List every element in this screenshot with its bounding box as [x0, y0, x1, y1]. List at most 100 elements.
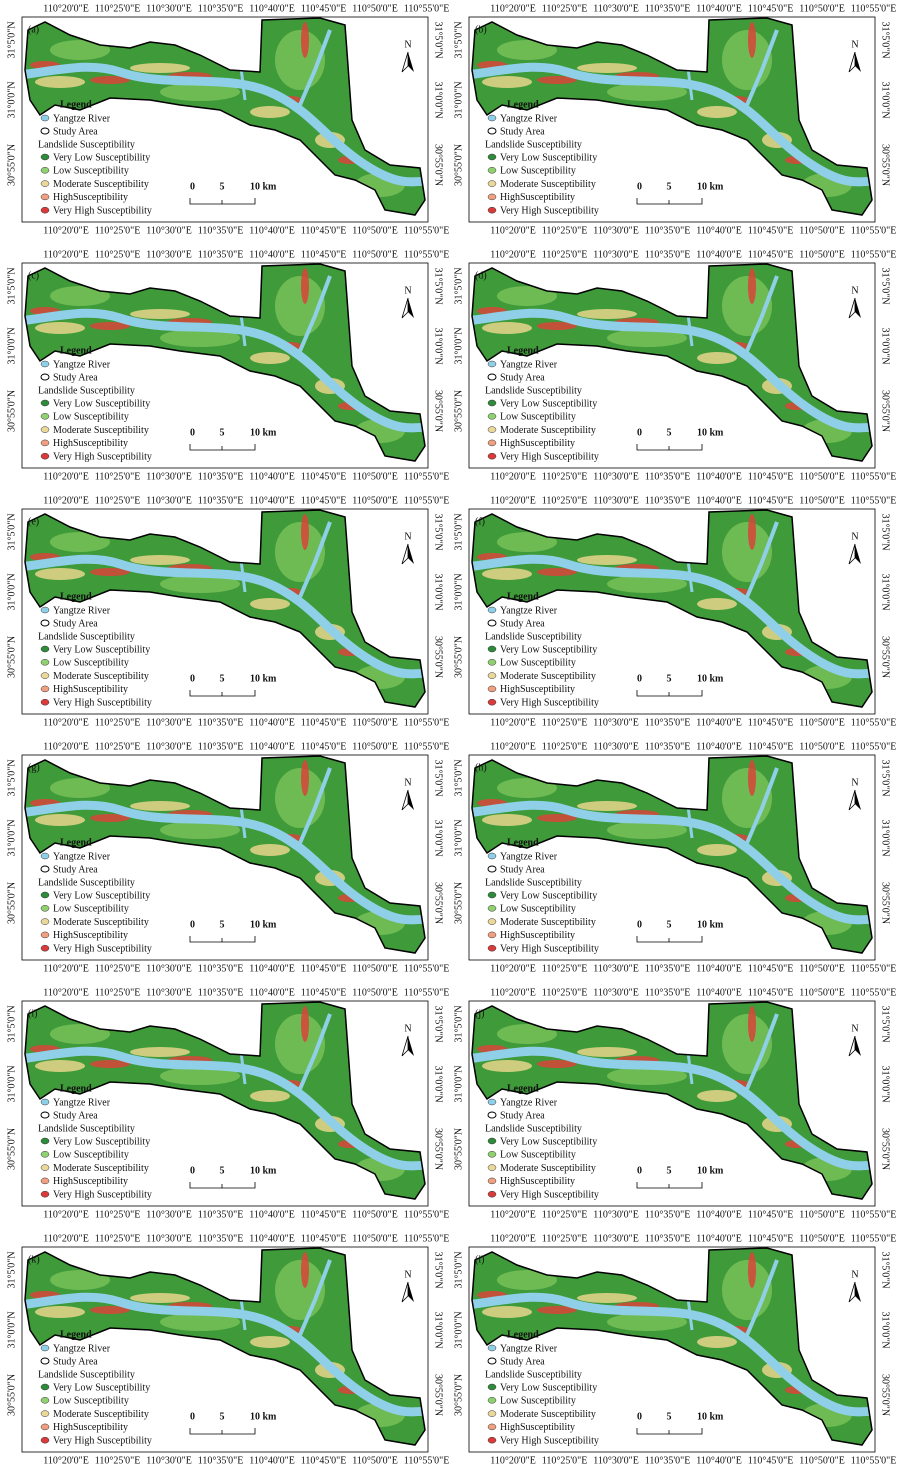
latitude-label: 31°5'0"N [880, 1251, 891, 1288]
longitude-label: 110°20'0"E [43, 1233, 89, 1244]
longitude-label: 110°30'0"E [146, 495, 192, 506]
legend-swatch [488, 453, 496, 459]
longitude-label: 110°45'0"E [748, 471, 794, 482]
legend-item: Very High Susceptibility [500, 943, 599, 954]
legend-item: Moderate Susceptibility [53, 1163, 149, 1174]
legend-item: Study Area [500, 126, 545, 137]
longitude-label: 110°20'0"E [43, 987, 89, 998]
longitude-label: 110°35'0"E [198, 1233, 244, 1244]
longitude-label: 110°50'0"E [799, 1209, 845, 1220]
longitude-label: 110°55'0"E [851, 1233, 897, 1244]
longitude-label: 110°20'0"E [43, 963, 89, 974]
legend-item: Study Area [500, 1110, 545, 1121]
north-label: N [404, 1023, 411, 1034]
legend-item: Yangtze River [53, 113, 111, 124]
legend-item: Yangtze River [500, 605, 558, 616]
latitude-label: 30°55'0"N [6, 882, 17, 924]
latitude-label: 31°5'0"N [453, 1005, 464, 1042]
scale-label: 5 [220, 673, 225, 684]
legend-item: Moderate Susceptibility [500, 425, 596, 436]
legend-item: Very Low Susceptibility [500, 1382, 597, 1393]
latitude-label: 30°55'0"N [453, 144, 464, 186]
latitude-label: 30°55'0"N [6, 144, 17, 186]
longitude-label: 110°20'0"E [43, 1209, 89, 1220]
north-label: N [404, 39, 411, 50]
legend-title: Legend [507, 1329, 539, 1340]
longitude-label: 110°35'0"E [645, 225, 691, 236]
longitude-label: 110°30'0"E [146, 471, 192, 482]
legend-item: Moderate Susceptibility [53, 917, 149, 928]
longitude-label: 110°50'0"E [352, 1233, 398, 1244]
legend-swatch [488, 1178, 496, 1184]
north-label: N [404, 1269, 411, 1280]
legend-item: Very Low Susceptibility [53, 398, 150, 409]
legend-swatch [488, 945, 496, 951]
legend-swatch [41, 1437, 49, 1443]
legend-item: Moderate Susceptibility [53, 179, 149, 190]
latitude-label: 31°0'0"N [433, 1311, 444, 1348]
legend-item: Very Low Susceptibility [53, 152, 150, 163]
longitude-label: 110°45'0"E [748, 1233, 794, 1244]
legend-swatch [41, 1151, 49, 1157]
map-panel: (h)110°20'0"E110°20'0"E110°25'0"E110°25'… [447, 738, 896, 984]
longitude-label: 110°30'0"E [146, 987, 192, 998]
latitude-label: 31°0'0"N [453, 1311, 464, 1348]
longitude-label: 110°45'0"E [748, 225, 794, 236]
legend-item: HighSusceptibility [53, 1176, 128, 1187]
legend-item: Very Low Susceptibility [53, 890, 150, 901]
legend-swatch [488, 1099, 496, 1105]
legend-item: Very High Susceptibility [53, 943, 152, 954]
longitude-label: 110°50'0"E [352, 1455, 398, 1466]
longitude-label: 110°20'0"E [43, 741, 89, 752]
longitude-label: 110°35'0"E [645, 249, 691, 260]
longitude-label: 110°40'0"E [249, 1233, 295, 1244]
scale-label: 10 km [250, 181, 277, 192]
legend-item: Yangtze River [500, 359, 558, 370]
legend-swatch [41, 1178, 49, 1184]
legend-item: Yangtze River [500, 113, 558, 124]
latitude-label: 30°55'0"N [6, 636, 17, 678]
legend-item: Very Low Susceptibility [53, 1382, 150, 1393]
longitude-label: 110°20'0"E [43, 471, 89, 482]
longitude-label: 110°25'0"E [542, 963, 588, 974]
legend-item: Study Area [53, 618, 98, 629]
legend-swatch [41, 1099, 49, 1105]
latitude-label: 31°0'0"N [433, 573, 444, 610]
longitude-label: 110°45'0"E [301, 1455, 347, 1466]
longitude-label: 110°35'0"E [198, 987, 244, 998]
legend-swatch [41, 905, 49, 911]
longitude-label: 110°45'0"E [301, 963, 347, 974]
longitude-label: 110°55'0"E [851, 1455, 897, 1466]
legend-heading: Landslide Susceptibility [38, 1369, 135, 1380]
scale-label: 10 km [250, 919, 277, 930]
longitude-label: 110°45'0"E [301, 717, 347, 728]
scale-label: 0 [190, 181, 195, 192]
longitude-label: 110°40'0"E [696, 1233, 742, 1244]
scale-label: 5 [220, 181, 225, 192]
legend-swatch [488, 932, 496, 938]
legend-item: Low Susceptibility [500, 412, 576, 423]
legend-swatch [488, 686, 496, 692]
legend-title: Legend [507, 837, 539, 848]
panel-label: (h) [475, 762, 487, 773]
longitude-label: 110°45'0"E [748, 741, 794, 752]
panel-label: (g) [28, 762, 40, 773]
scale-label: 5 [667, 1411, 672, 1422]
legend-swatch [488, 1437, 496, 1443]
longitude-label: 110°50'0"E [799, 987, 845, 998]
north-label: N [851, 1023, 858, 1034]
longitude-label: 110°40'0"E [249, 717, 295, 728]
longitude-label: 110°35'0"E [198, 1209, 244, 1220]
legend-swatch [488, 1165, 496, 1171]
scale-label: 10 km [250, 427, 277, 438]
legend-heading: Landslide Susceptibility [485, 1369, 582, 1380]
longitude-label: 110°25'0"E [95, 471, 141, 482]
longitude-label: 110°30'0"E [593, 963, 639, 974]
legend-item: Study Area [53, 1110, 98, 1121]
legend-swatch [488, 427, 496, 433]
latitude-label: 31°0'0"N [6, 573, 17, 610]
longitude-label: 110°55'0"E [404, 1455, 450, 1466]
panel-label: (a) [28, 24, 39, 35]
longitude-label: 110°40'0"E [696, 249, 742, 260]
legend-swatch [488, 853, 496, 859]
